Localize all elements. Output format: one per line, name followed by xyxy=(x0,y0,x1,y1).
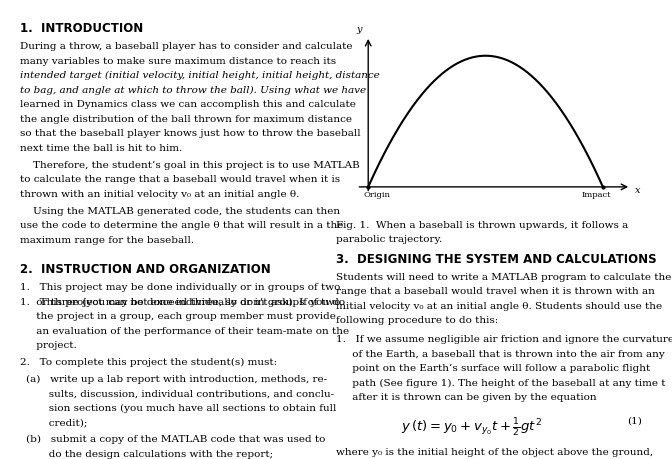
Text: 1.   This project may be done individually or in groups of two: 1. This project may be done individually… xyxy=(20,298,341,307)
Text: Using the MATLAB generated code, the students can then: Using the MATLAB generated code, the stu… xyxy=(20,207,340,216)
Text: $y\,(t) = y_0 + v_{y_0}t + \frac{1}{2}gt^2$: $y\,(t) = y_0 + v_{y_0}t + \frac{1}{2}gt… xyxy=(401,417,542,439)
Text: an evaluation of the performance of their team-mate on the: an evaluation of the performance of thei… xyxy=(20,327,349,336)
Text: of the Earth, a baseball that is thrown into the air from any: of the Earth, a baseball that is thrown … xyxy=(336,350,665,359)
Text: initial velocity v₀ at an initial angle θ. Students should use the: initial velocity v₀ at an initial angle … xyxy=(336,302,662,311)
Text: During a throw, a baseball player has to consider and calculate: During a throw, a baseball player has to… xyxy=(20,42,353,51)
Text: 1.   If we assume negligible air friction and ignore the curvature: 1. If we assume negligible air friction … xyxy=(336,335,672,344)
Text: to calculate the range that a baseball would travel when it is: to calculate the range that a baseball w… xyxy=(20,175,340,185)
Text: y: y xyxy=(356,25,362,34)
Text: (b)   submit a copy of the MATLAB code that was used to: (b) submit a copy of the MATLAB code tha… xyxy=(26,435,325,444)
Text: where y₀ is the initial height of the object above the ground,: where y₀ is the initial height of the ob… xyxy=(336,448,653,457)
Text: 3.  DESIGNING THE SYSTEM AND CALCULATIONS: 3. DESIGNING THE SYSTEM AND CALCULATIONS xyxy=(336,253,657,266)
Text: to bag, and angle at which to throw the ball). Using what we have: to bag, and angle at which to throw the … xyxy=(20,86,366,95)
Text: so that the baseball player knows just how to throw the baseball: so that the baseball player knows just h… xyxy=(20,129,361,139)
Text: 2.   To complete this project the student(s) must:: 2. To complete this project the student(… xyxy=(20,358,278,367)
Text: next time the ball is hit to him.: next time the ball is hit to him. xyxy=(20,144,182,153)
Text: project.: project. xyxy=(20,341,77,350)
Text: the project in a group, each group member must provide: the project in a group, each group membe… xyxy=(20,312,336,321)
Text: (a)   write up a lab report with introduction, methods, re-: (a) write up a lab report with introduct… xyxy=(26,375,327,384)
Text: 1.   This project may be done individually or in groups of two: 1. This project may be done individually… xyxy=(20,283,341,292)
Text: Fig. 1.  When a baseball is thrown upwards, it follows a: Fig. 1. When a baseball is thrown upward… xyxy=(336,221,628,230)
Text: 2.  INSTRUCTION AND ORGANIZATION: 2. INSTRUCTION AND ORGANIZATION xyxy=(20,263,271,276)
Text: range that a baseball would travel when it is thrown with an: range that a baseball would travel when … xyxy=(336,287,655,296)
Text: use the code to determine the angle θ that will result in a the: use the code to determine the angle θ th… xyxy=(20,221,343,230)
Text: sion sections (you much have all sections to obtain full: sion sections (you much have all section… xyxy=(26,404,337,413)
Text: intended target (initial velocity, initial height, initial height, distance: intended target (initial velocity, initi… xyxy=(20,71,380,80)
Text: after it is thrown can be given by the equation: after it is thrown can be given by the e… xyxy=(336,393,597,403)
Text: path (See figure 1). The height of the baseball at any time t: path (See figure 1). The height of the b… xyxy=(336,379,665,388)
Text: point on the Earth’s surface will follow a parabolic flight: point on the Earth’s surface will follow… xyxy=(336,364,650,373)
Text: the angle distribution of the ball thrown for maximum distance: the angle distribution of the ball throw… xyxy=(20,115,352,124)
Text: thrown with an initial velocity v₀ at an initial angle θ.: thrown with an initial velocity v₀ at an… xyxy=(20,190,300,199)
Text: sults, discussion, individual contributions, and conclu-: sults, discussion, individual contributi… xyxy=(26,389,334,398)
Text: Students will need to write a MATLAB program to calculate the: Students will need to write a MATLAB pro… xyxy=(336,273,671,282)
Text: Origin: Origin xyxy=(364,191,390,199)
Text: 1.  INTRODUCTION: 1. INTRODUCTION xyxy=(20,22,143,35)
Text: credit);: credit); xyxy=(26,419,87,427)
Text: x: x xyxy=(635,186,641,196)
Text: many variables to make sure maximum distance to reach its: many variables to make sure maximum dist… xyxy=(20,57,336,66)
Text: following procedure to do this:: following procedure to do this: xyxy=(336,316,498,325)
Text: parabolic trajectory.: parabolic trajectory. xyxy=(336,235,442,244)
Text: Impact: Impact xyxy=(581,191,611,199)
Text: do the design calculations with the report;: do the design calculations with the repo… xyxy=(26,450,274,459)
Text: Therefore, the student’s goal in this project is to use MATLAB: Therefore, the student’s goal in this pr… xyxy=(20,161,360,170)
Text: learned in Dynamics class we can accomplish this and calculate: learned in Dynamics class we can accompl… xyxy=(20,101,356,109)
Text: maximum range for the baseball.: maximum range for the baseball. xyxy=(20,235,194,245)
Text: or three (you can not exceed three, so don’t ask). If you do: or three (you can not exceed three, so d… xyxy=(20,298,345,307)
Text: (1): (1) xyxy=(628,417,642,426)
